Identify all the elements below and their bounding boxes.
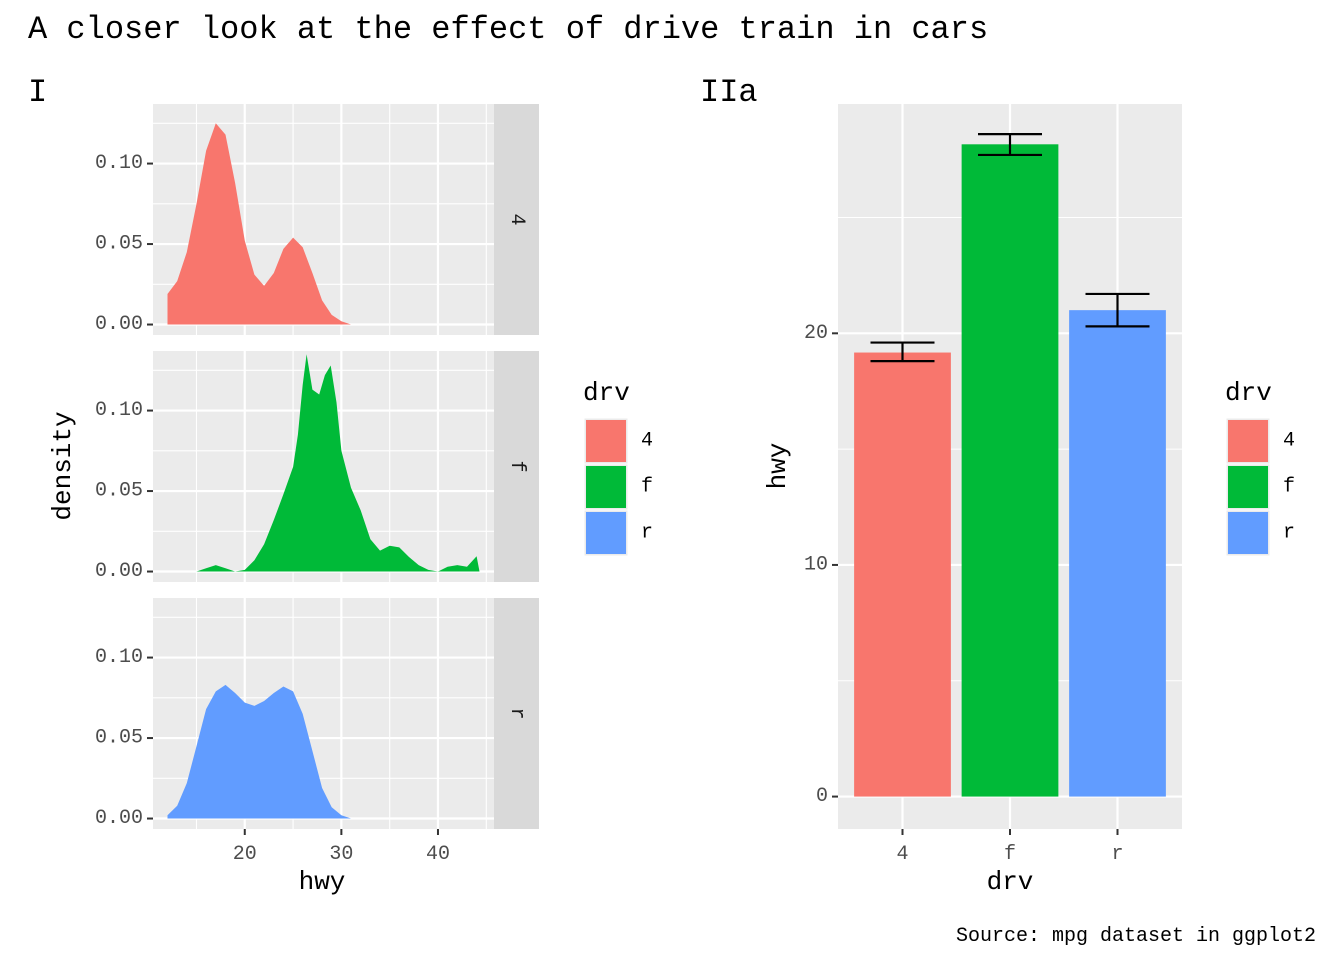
y-tick-label: 0.00 — [95, 313, 143, 336]
x-tick-label: r — [1111, 843, 1123, 866]
legend-label-4: 4 — [641, 430, 653, 453]
facet-strip-label: 4 — [505, 213, 528, 225]
y-tick-label: 0.10 — [95, 646, 143, 669]
y-tick-label: 20 — [804, 322, 828, 345]
bar-x-axis-title: drv — [987, 867, 1034, 897]
legend-swatch-f — [586, 466, 626, 508]
density-area-4 — [167, 123, 351, 325]
x-tick-label: 4 — [896, 843, 908, 866]
density-area-r — [167, 684, 351, 819]
y-tick-label: 0.05 — [95, 727, 143, 750]
y-tick-label: 10 — [804, 553, 828, 576]
facet-panel-r: r — [153, 598, 539, 829]
density-facets: 4 f r — [153, 104, 539, 829]
density-axes: 0.00 0.05 0.10 0.00 0.05 0.10 0.00 0.05 0.10 20 30… — [95, 152, 450, 866]
facet-panel-4: 4 — [153, 104, 539, 335]
density-area-f — [196, 354, 480, 572]
bar-r — [1069, 310, 1166, 797]
bar-y-axis-title: hwy — [763, 443, 793, 490]
caption: Source: mpg dataset in ggplot2 — [956, 925, 1316, 948]
legend-swatch-r — [1228, 512, 1268, 554]
facet-panel-f: f — [153, 351, 539, 582]
legend-label-r: r — [1283, 522, 1295, 545]
bar-4 — [854, 352, 951, 797]
y-tick-label: 0.05 — [95, 233, 143, 256]
facet-strip-label: f — [505, 460, 528, 472]
bar-panel: 4 f r 0 10 20 — [804, 104, 1182, 866]
legend-swatch-r — [586, 512, 626, 554]
legend-title: drv — [583, 378, 630, 408]
y-tick-label: 0.05 — [95, 480, 143, 503]
y-tick-label: 0.00 — [95, 560, 143, 583]
density-x-axis-title: hwy — [299, 867, 346, 897]
y-tick-label: 0.10 — [95, 399, 143, 422]
density-y-axis-title: density — [48, 411, 78, 520]
x-tick-label: 20 — [233, 843, 257, 866]
chart-title: A closer look at the effect of drive tra… — [28, 11, 988, 48]
x-tick-label: 30 — [329, 843, 353, 866]
facet-strip-f — [494, 351, 539, 582]
legend-bar: drv 4 fr — [1225, 378, 1295, 557]
legend-swatch-f — [1228, 466, 1268, 508]
facet-strip-r — [494, 598, 539, 829]
y-tick-label: 0 — [816, 785, 828, 808]
legend-label-r: r — [641, 522, 653, 545]
panel-tag-i: I — [28, 74, 47, 111]
legend-swatch-4 — [586, 420, 626, 462]
facet-strip-label: r — [505, 707, 528, 719]
legend-swatch-4 — [1228, 420, 1268, 462]
legend-label-f: f — [641, 476, 653, 499]
y-tick-label: 0.10 — [95, 152, 143, 175]
legend-title: drv — [1225, 378, 1272, 408]
bar-f — [961, 144, 1059, 797]
x-tick-label: 40 — [426, 843, 450, 866]
panel-tag-iia: IIa — [700, 74, 758, 111]
x-tick-label: f — [1004, 843, 1016, 866]
legend-density: drv 4 fr — [583, 378, 653, 557]
legend-label-4: 4 — [1283, 430, 1295, 453]
legend-label-f: f — [1283, 476, 1295, 499]
facet-strip-4 — [494, 104, 539, 335]
y-tick-label: 0.00 — [95, 807, 143, 830]
